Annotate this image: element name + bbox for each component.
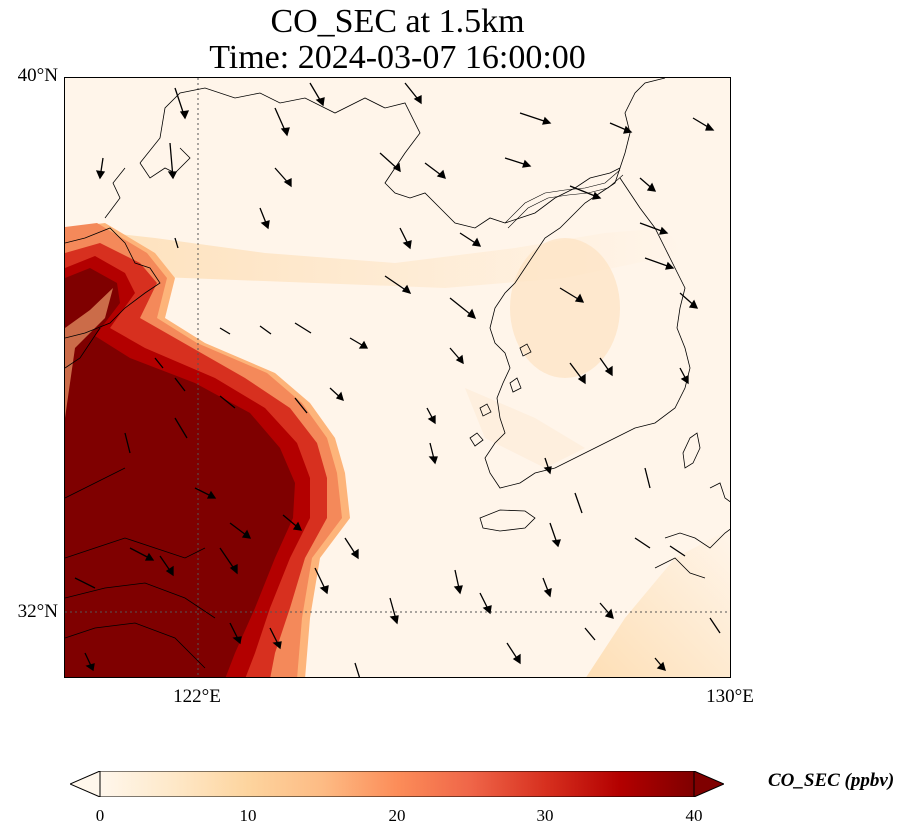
map-panel [64, 77, 731, 678]
colorbar-tick: 30 [536, 806, 554, 825]
colorbar-gradient [99, 771, 695, 797]
colorbar-tick: 40 [685, 806, 703, 825]
colorbar-label: CO_SEC (ppbv) [768, 770, 895, 791]
lat-label-32n: 32°N [17, 601, 58, 622]
lon-label-122e: 122°E [173, 686, 221, 707]
colorbar-tick: 0 [95, 806, 105, 825]
map-title-line1: CO_SEC at 1.5km [270, 3, 525, 40]
colorbar-tick: 10 [239, 806, 257, 825]
coastline [65, 78, 730, 669]
map-canvas [65, 78, 730, 677]
lon-label-130e: 130°E [706, 686, 754, 707]
colorbar [70, 771, 724, 797]
gridlines [65, 78, 730, 677]
wind-vectors [74, 82, 721, 677]
lat-label-40n: 40°N [17, 65, 58, 86]
colorbar-extend-max [693, 771, 724, 797]
co-plume-light [65, 228, 730, 677]
colorbar-extend-min [70, 771, 101, 797]
map-title-line2: Time: 2024-03-07 16:00:00 [209, 39, 586, 76]
colorbar-tick: 20 [388, 806, 406, 825]
co-plume-high [65, 243, 327, 677]
